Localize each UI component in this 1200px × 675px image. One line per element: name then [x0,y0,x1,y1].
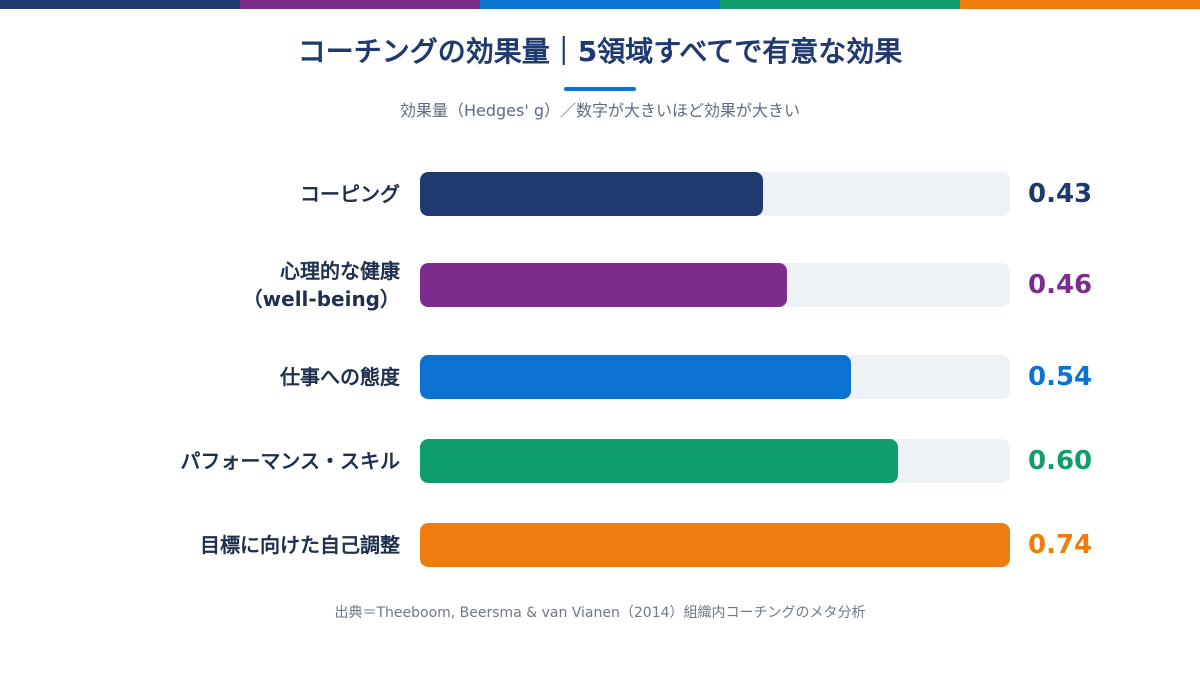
stripe-segment-orange [960,0,1200,9]
bar-label-line: 仕事への態度 [280,365,400,389]
bar-label: パフォーマンス・スキル [180,439,400,483]
bar-label-line: 目標に向けた自己調整 [200,533,400,557]
bar-row: 心理的な健康 （well-being） 0.46 [0,259,1200,311]
chart-title: コーチングの効果量｜5領域すべてで有意な効果 [297,35,903,68]
bar-row: 仕事への態度 0.54 [0,355,1200,399]
bar-value-label: 0.43 [1028,179,1093,209]
stripe-segment-green [720,0,960,9]
bar-fill [420,523,1010,567]
bar-row: コーピング 0.43 [0,172,1200,216]
bar-track [420,172,1010,216]
bar-fill [420,439,898,483]
bar-value-label: 0.60 [1028,446,1093,476]
bar-label: コーピング [300,172,400,216]
stripe-segment-navy [0,0,240,9]
bar-track [420,263,1010,307]
bar-label-line: 心理的な健康 [280,259,400,283]
bar-track [420,355,1010,399]
bar-label: 仕事への態度 [280,355,400,399]
bar-fill [420,172,763,216]
bar-fill [420,263,787,307]
bar-track [420,523,1010,567]
bar-row: 目標に向けた自己調整 0.74 [0,523,1200,567]
bar-track [420,439,1010,483]
bar-fill [420,355,851,399]
source-note: 出典＝Theeboom, Beersma & van Vianen（2014）組… [334,605,866,621]
bar-label-line: （well-being） [242,287,400,311]
bar-value-label: 0.74 [1028,530,1093,560]
chart-subtitle: 効果量（Hedges' g）／数字が大きいほど効果が大きい [399,101,800,120]
bar-value-label: 0.54 [1028,362,1093,392]
bar-label-line: パフォーマンス・スキル [180,449,400,473]
bar-value-label: 0.46 [1028,270,1093,300]
bar-row: パフォーマンス・スキル 0.60 [0,439,1200,483]
bar-label: 目標に向けた自己調整 [200,523,400,567]
stripe-segment-blue [480,0,720,9]
top-color-stripe [0,0,1200,9]
bar-label: 心理的な健康 （well-being） [243,259,400,311]
bar-label-line: コーピング [300,182,400,206]
title-underline [564,87,636,91]
stripe-segment-purple [240,0,480,9]
